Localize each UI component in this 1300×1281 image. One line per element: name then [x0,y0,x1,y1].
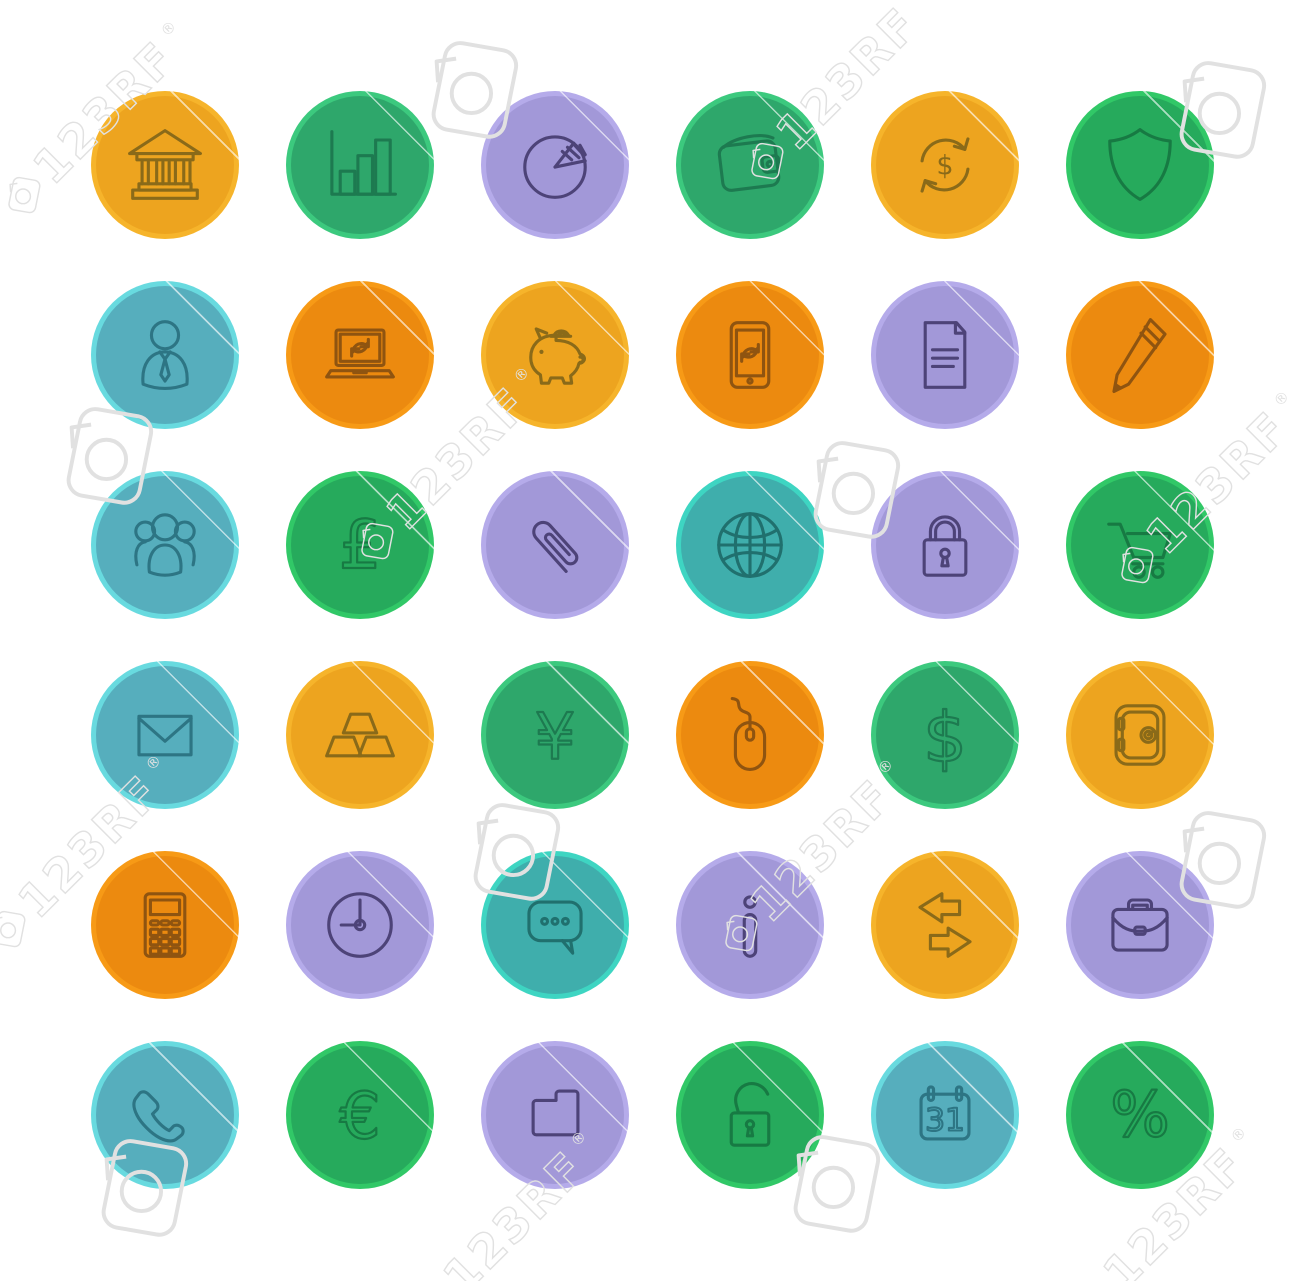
icon-pie-chart-circle [481,91,629,239]
users-group-icon [134,513,196,577]
icon-clock-circle [286,851,434,999]
svg-text:$: $ [923,698,967,778]
svg-text:€: € [339,1079,380,1154]
phone-icon [132,1090,185,1143]
icon-currency-exchange-circle: $ [871,91,1019,239]
icon-shield-circle [1066,91,1214,239]
icon-phone-circle [91,1041,239,1189]
gold-bars-icon [325,712,395,758]
icon-tablet-sync-circle [676,281,824,429]
icon-briefcase-circle [1066,851,1214,999]
camera-logo-icon [0,910,26,948]
watermark-registered-mark: ® [900,0,923,6]
icon-percent-circle: % [1066,1041,1214,1189]
icon-folder-circle [481,1041,629,1189]
icon-calendar-circle: 31 [871,1041,1019,1189]
paperclip-icon [532,520,579,573]
chat-icon [527,900,583,955]
yen-icon: ¥ [533,699,576,776]
currency-exchange-icon: $ [920,137,970,193]
icon-mail-circle [91,661,239,809]
icon-users-group-circle [91,471,239,619]
padlock-open-icon [729,1082,771,1147]
computer-mouse-icon [730,696,767,771]
icon-transfer-arrows-circle [871,851,1019,999]
icon-businessman-circle [91,281,239,429]
wallet-icon [717,134,782,192]
camera-logo-icon [8,176,41,214]
icon-shopping-cart-circle [1066,471,1214,619]
document-icon [923,321,967,389]
icon-paperclip-circle [481,471,629,619]
icon-piggy-bank-circle [481,281,629,429]
icon-euro-circle: € [286,1041,434,1189]
watermark-registered-mark: ® [1269,387,1294,411]
pound-sterling-icon: £ [338,505,383,585]
bank-icon [128,129,202,200]
icon-growth-chart-circle [286,91,434,239]
laptop-sync-icon [325,328,395,379]
info-icon [742,895,758,958]
svg-text:%: % [1110,1078,1169,1151]
pencil-icon [1112,318,1167,394]
icon-info-circle [676,851,824,999]
camera-logo-icon [1061,1271,1123,1281]
shopping-cart-icon [1107,522,1172,579]
icon-yen-circle: ¥ [481,661,629,809]
icon-pencil-circle [1066,281,1214,429]
icon-pound-sterling-circle: £ [286,471,434,619]
calculator-icon [143,892,187,958]
watermark-registered-mark: ® [1226,1123,1251,1147]
svg-text:¥: ¥ [534,700,575,775]
icon-chat-circle [481,851,629,999]
icon-document-circle [871,281,1019,429]
icon-padlock-open-circle [676,1041,824,1189]
icon-bank-circle [91,91,239,239]
icon-safe-box-circle [1066,661,1214,809]
euro-icon: € [338,1078,381,1155]
safe-box-icon [1114,704,1166,766]
icon-padlock-circle [871,471,1019,619]
icon-calculator-circle [91,851,239,999]
svg-text:£: £ [339,506,381,584]
businessman-icon [141,320,189,391]
icon-laptop-sync-circle [286,281,434,429]
padlock-icon [922,515,968,577]
percent-icon: % [1109,1077,1171,1152]
icon-dollar-circle: $ [871,661,1019,809]
icon-gold-bars-circle [286,661,434,809]
transfer-arrows-icon [918,892,972,958]
icon-globe-circle [676,471,824,619]
shield-icon [1108,128,1172,201]
mail-icon [137,714,193,757]
camera-logo-icon [401,1275,463,1281]
icon-computer-mouse-circle [676,661,824,809]
calendar-icon: 31 [919,1085,971,1141]
piggy-bank-icon [529,327,586,385]
globe-icon [717,512,783,578]
dollar-icon: $ [922,697,968,779]
clock-icon [327,892,393,958]
svg-text:$: $ [936,150,953,181]
tablet-sync-icon [729,321,771,389]
svg-text:31: 31 [925,1103,965,1139]
watermark-registered-mark: ® [156,17,181,41]
growth-chart-icon [330,130,397,196]
briefcase-icon [1111,898,1169,952]
icon-wallet-circle [676,91,824,239]
pie-chart-icon [523,135,587,199]
folder-icon [531,1089,580,1137]
